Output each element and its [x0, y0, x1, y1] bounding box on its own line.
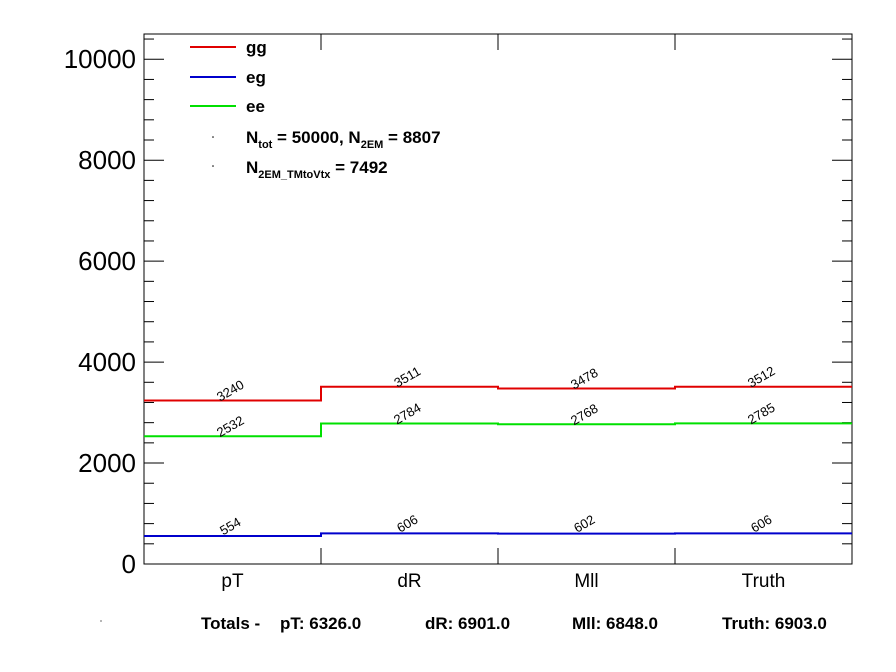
totals-mll: Mll: 6848.0 [572, 614, 658, 633]
y-tick-label: 0 [122, 549, 136, 579]
y-tick-label: 6000 [78, 246, 136, 276]
x-tick-label: Mll [574, 571, 598, 592]
y-tick-label: 4000 [78, 347, 136, 377]
data-label-eg: 606 [748, 512, 774, 536]
series-line-eg [144, 532, 852, 538]
x-tick-label: Truth [742, 571, 786, 592]
legend-marker-n2em-vtx [212, 165, 214, 167]
legend-marker-ntot [212, 136, 214, 138]
y-axis: 0 2000 4000 6000 8000 10000 [64, 38, 852, 579]
x-tick-label: dR [397, 571, 421, 592]
legend: gg eg ee Ntot = 50000, N2EM = 8807 N2EM_… [190, 38, 441, 181]
series-line-gg [144, 385, 852, 402]
annotation-ntot: Ntot = 50000, N2EM = 8807 [246, 128, 441, 151]
x-axis: pT dR Mll Truth [221, 34, 785, 592]
totals-prefix: Totals - [201, 614, 260, 633]
legend-label-gg: gg [246, 38, 267, 57]
legend-label-eg: eg [246, 68, 266, 87]
data-label-eg: 554 [217, 514, 243, 538]
x-tick-label: pT [221, 571, 244, 592]
totals-dr: dR: 6901.0 [425, 614, 510, 633]
series-line-ee [144, 422, 852, 438]
y-tick-label: 2000 [78, 448, 136, 478]
totals-marker [100, 620, 102, 622]
y-tick-label: 8000 [78, 145, 136, 175]
data-label-eg: 606 [394, 512, 420, 536]
totals-pt: pT: 6326.0 [280, 614, 361, 633]
totals-row: Totals - pT: 6326.0 dR: 6901.0 Mll: 6848… [100, 614, 827, 633]
y-tick-label: 10000 [64, 44, 136, 74]
series-layer [144, 385, 852, 538]
data-label-eg: 602 [571, 512, 597, 536]
totals-truth: Truth: 6903.0 [722, 614, 827, 633]
legend-label-ee: ee [246, 97, 265, 116]
annotation-n2em-vtx: N2EM_TMtoVtx = 7492 [246, 158, 388, 181]
